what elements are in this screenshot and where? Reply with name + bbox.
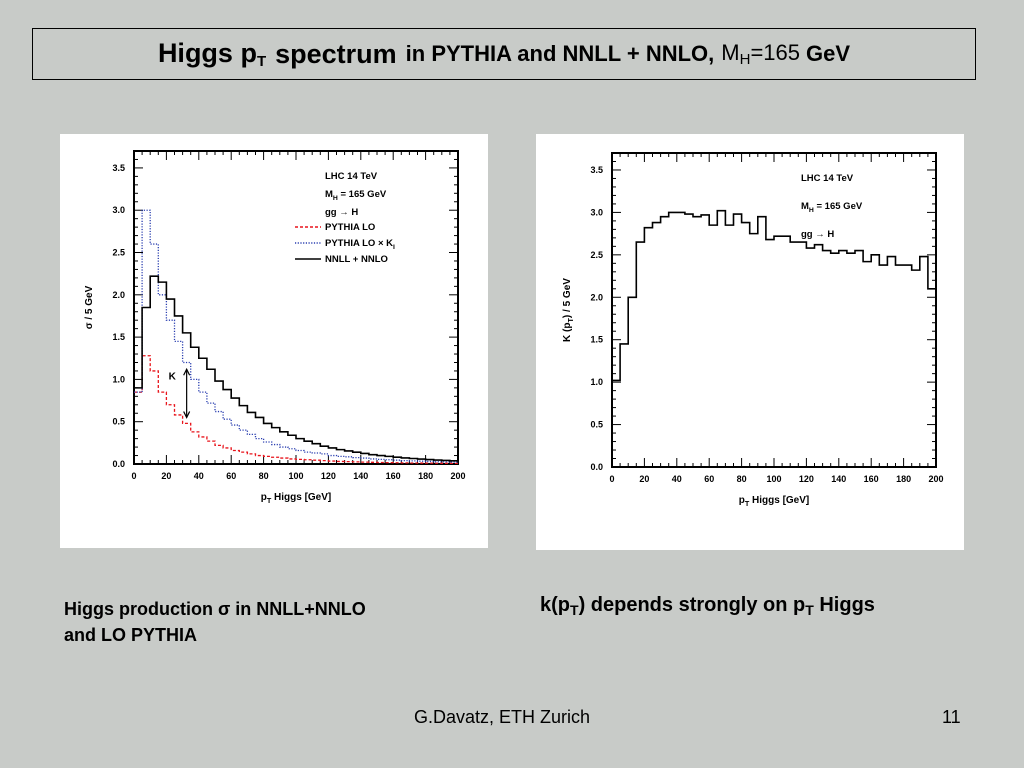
title-unit: GeV xyxy=(806,41,851,66)
x-tick-label: 60 xyxy=(226,471,236,481)
legend-label: PYTHIA LO xyxy=(325,222,375,233)
y-tick-label: 1.0 xyxy=(590,377,603,387)
y-tick-label: 0.5 xyxy=(112,417,125,427)
y-tick-label: 1.0 xyxy=(112,374,125,384)
x-tick-label: 20 xyxy=(161,471,171,481)
y-axis-label: σ / 5 GeV xyxy=(84,285,95,329)
y-tick-label: 0.0 xyxy=(590,462,603,472)
y-tick-label: 2.0 xyxy=(112,290,125,300)
x-tick-label: 200 xyxy=(928,474,943,484)
info-line: LHC 14 TeV xyxy=(801,173,854,184)
title-spectrum: spectrum xyxy=(275,38,397,69)
k-factor-chart: 0 20 40 60 80 100 120 140 160 180 200 0.0 0.5 1.0 1.5 2… xyxy=(562,152,944,508)
x-tick-label: 0 xyxy=(609,474,614,484)
y-tick-label: 2.5 xyxy=(112,248,125,258)
series-line-nnll-nnlo xyxy=(134,275,458,462)
y-tick-label: 0.0 xyxy=(112,459,125,469)
y-tick-label: 1.5 xyxy=(112,332,125,342)
x-tick-label: 140 xyxy=(353,471,368,481)
left-caption: Higgs production σ in NNLL+NNLO and LO P… xyxy=(64,596,366,648)
series-line-k-factor xyxy=(612,209,936,382)
left-caption-line2: and LO PYTHIA xyxy=(64,625,198,645)
x-tick-label: 60 xyxy=(704,474,714,484)
x-tick-label: 80 xyxy=(737,474,747,484)
plot-frame xyxy=(611,152,937,468)
title-generators: in PYTHIA and NNLL + NNLO, xyxy=(405,41,715,66)
right-caption: k(pT) depends strongly on pT Higgs xyxy=(540,594,875,618)
k-annotation: K xyxy=(169,371,177,382)
k-factor-plot-panel: 0 20 40 60 80 100 120 140 160 180 200 0.0 0.5 1.0 1.5 2… xyxy=(536,134,964,550)
page-number: 11 xyxy=(942,707,961,727)
x-tick-label: 40 xyxy=(672,474,682,484)
y-tick-label: 3.0 xyxy=(112,205,125,215)
y-tick-label: 3.5 xyxy=(590,165,603,175)
k-arrow-head-up xyxy=(183,367,191,376)
x-tick-label: 120 xyxy=(321,471,336,481)
y-tick-label: 3.0 xyxy=(590,207,603,217)
y-tick-label: 3.5 xyxy=(112,163,125,173)
x-tick-label: 100 xyxy=(288,471,303,481)
x-tick-label: 80 xyxy=(259,471,269,481)
x-tick-label: 0 xyxy=(131,471,136,481)
info-line: gg → H xyxy=(325,207,358,218)
title-higgs-pt: Higgs pT xyxy=(157,38,267,70)
left-caption-line1: Higgs production σ in NNLL+NNLO xyxy=(64,599,366,619)
title-higgs-mass: MH=165 xyxy=(721,40,801,68)
series-line-pythia-lo-k-i xyxy=(134,209,458,463)
x-tick-label: 200 xyxy=(450,471,465,481)
x-axis-label: pT Higgs [GeV] xyxy=(261,492,332,505)
info-line: MH = 165 GeV xyxy=(801,201,863,214)
y-axis-label: K (pT) / 5 GeV xyxy=(562,278,575,342)
legend-label: PYTHIA LO × KI xyxy=(325,238,395,251)
x-tick-label: 180 xyxy=(418,471,433,481)
legend-label: NNLL + NNLO xyxy=(325,254,388,265)
x-tick-label: 40 xyxy=(194,471,204,481)
info-line: gg → H xyxy=(801,229,834,240)
x-tick-label: 140 xyxy=(831,474,846,484)
y-tick-label: 2.0 xyxy=(590,292,603,302)
x-tick-label: 20 xyxy=(639,474,649,484)
y-tick-label: 1.5 xyxy=(590,335,603,345)
footer-author: G.Davatz, ETH Zurich xyxy=(414,707,591,727)
x-axis-label: pT Higgs [GeV] xyxy=(739,495,810,508)
x-tick-label: 160 xyxy=(864,474,879,484)
x-tick-label: 120 xyxy=(799,474,814,484)
k-arrow-head-down xyxy=(183,411,191,419)
cross-section-chart: 0 20 40 60 80 100 120 140 160 180 200 0.0 0.5 1.0 1.5 2… xyxy=(84,150,466,505)
y-tick-label: 2.5 xyxy=(590,250,603,260)
y-tick-label: 0.5 xyxy=(590,420,603,430)
x-tick-label: 180 xyxy=(896,474,911,484)
x-tick-label: 100 xyxy=(766,474,781,484)
slide-title: Higgs pT spectrum in PYTHIA and NNLL + N… xyxy=(32,28,976,80)
cross-section-plot-panel: 0 20 40 60 80 100 120 140 160 180 200 0.0 0.5 1.0 1.5 2… xyxy=(60,134,488,548)
info-line: LHC 14 TeV xyxy=(325,171,378,182)
series-line-pythia-lo xyxy=(134,355,458,465)
info-line: MH = 165 GeV xyxy=(325,189,387,202)
x-tick-label: 160 xyxy=(386,471,401,481)
